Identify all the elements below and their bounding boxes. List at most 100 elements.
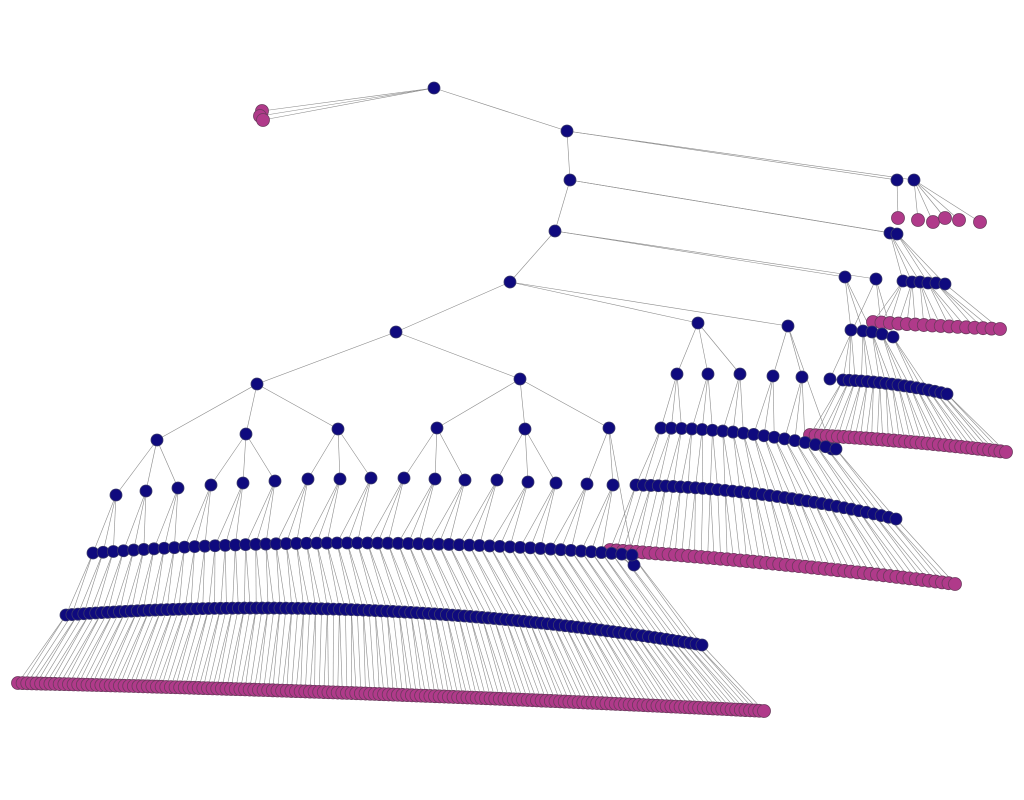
tree-edge	[262, 87, 435, 121]
tree-edge	[753, 434, 778, 497]
tree-edge	[916, 387, 945, 446]
internal-node	[829, 442, 843, 456]
tree-edge	[124, 609, 156, 686]
tree-edge	[397, 478, 436, 544]
internal-node	[490, 473, 504, 487]
tree-edge	[403, 427, 438, 479]
tree-edge	[110, 610, 144, 686]
tree-edge	[897, 384, 912, 443]
tree-edge	[285, 478, 309, 544]
tree-edge	[184, 484, 212, 548]
tree-edge	[588, 628, 630, 705]
tree-edge	[235, 607, 251, 690]
tree-edge	[524, 428, 557, 484]
tree-edge	[374, 610, 380, 695]
tree-edge	[242, 433, 247, 484]
tree-edge	[848, 329, 852, 381]
tree-edge	[440, 614, 459, 698]
internal-node	[886, 330, 900, 344]
tree-edge	[509, 230, 556, 283]
tree-edge	[591, 551, 655, 638]
leaf-node	[891, 211, 905, 225]
tree-edge	[888, 517, 949, 584]
tree-edge	[285, 543, 293, 609]
tree-edge	[316, 543, 328, 609]
tree-edge	[479, 545, 524, 622]
internal-node	[940, 387, 954, 401]
tree-edge	[418, 478, 436, 544]
tree-edge	[570, 626, 612, 704]
tree-edge	[559, 624, 598, 704]
tree-edge	[642, 635, 695, 708]
tree-edge	[387, 477, 405, 544]
tree-edge	[799, 499, 826, 569]
tree-edge	[648, 636, 705, 709]
tree-edge	[681, 487, 689, 556]
tree-edge	[95, 551, 114, 614]
tree-edge	[566, 130, 898, 181]
tree-edge	[940, 392, 996, 451]
tree-edge	[91, 611, 126, 686]
tree-edge	[794, 440, 837, 507]
tree-edge	[866, 512, 917, 580]
leaf-node	[926, 215, 940, 229]
internal-node	[938, 277, 952, 291]
tree-edge	[873, 513, 930, 581]
tree-edge	[753, 434, 771, 496]
tree-edge	[210, 433, 247, 486]
tree-edge	[881, 333, 899, 386]
tree-edge	[586, 427, 610, 485]
tree-edge	[59, 612, 102, 685]
tree-edge	[519, 378, 526, 430]
tree-edge	[683, 641, 746, 711]
tree-edge	[123, 490, 147, 551]
tree-edge	[208, 545, 216, 609]
edge-layer	[17, 87, 1007, 712]
tree-edge	[612, 631, 658, 706]
tree-edge	[601, 484, 614, 553]
tree-edge	[509, 281, 789, 327]
tree-edge	[184, 608, 209, 688]
tree-edge	[307, 428, 339, 480]
tree-edge	[554, 230, 877, 280]
tree-edge	[374, 610, 385, 695]
tree-edge	[128, 609, 162, 687]
tree-edge	[245, 383, 258, 435]
tree-edge	[754, 493, 767, 563]
tree-edge	[799, 499, 832, 570]
tree-edge	[519, 547, 572, 627]
tree-edge	[913, 179, 960, 221]
internal-node	[150, 433, 164, 447]
tree-edge	[509, 281, 699, 324]
tree-edge	[309, 608, 316, 692]
tree-edge	[362, 610, 366, 694]
internal-node	[427, 81, 441, 95]
tree-edge	[911, 281, 916, 325]
tree-edge	[927, 282, 950, 327]
tree-edge	[458, 544, 501, 620]
tree-edge	[434, 613, 450, 697]
tree-edge	[479, 479, 498, 546]
internal-node	[733, 367, 747, 381]
tree-edge	[337, 609, 340, 693]
tree-edge	[919, 281, 925, 326]
tree-edge	[204, 484, 212, 547]
tree-edge	[892, 336, 917, 388]
tree-edge	[910, 386, 940, 445]
tree-edge	[156, 383, 258, 441]
tree-edge	[600, 629, 644, 706]
tree-edge	[434, 427, 438, 480]
tree-edge	[245, 480, 276, 545]
tree-edge	[446, 614, 464, 698]
tree-edge	[291, 608, 299, 691]
tree-edge	[654, 637, 709, 709]
tree-edge	[747, 492, 761, 563]
tree-edge	[885, 383, 895, 441]
internal-node	[549, 476, 563, 490]
internal-node	[109, 488, 123, 502]
tree-edge	[346, 477, 372, 544]
tree-edge	[643, 427, 662, 486]
tree-edge	[657, 428, 672, 486]
tree-edge	[519, 482, 557, 548]
